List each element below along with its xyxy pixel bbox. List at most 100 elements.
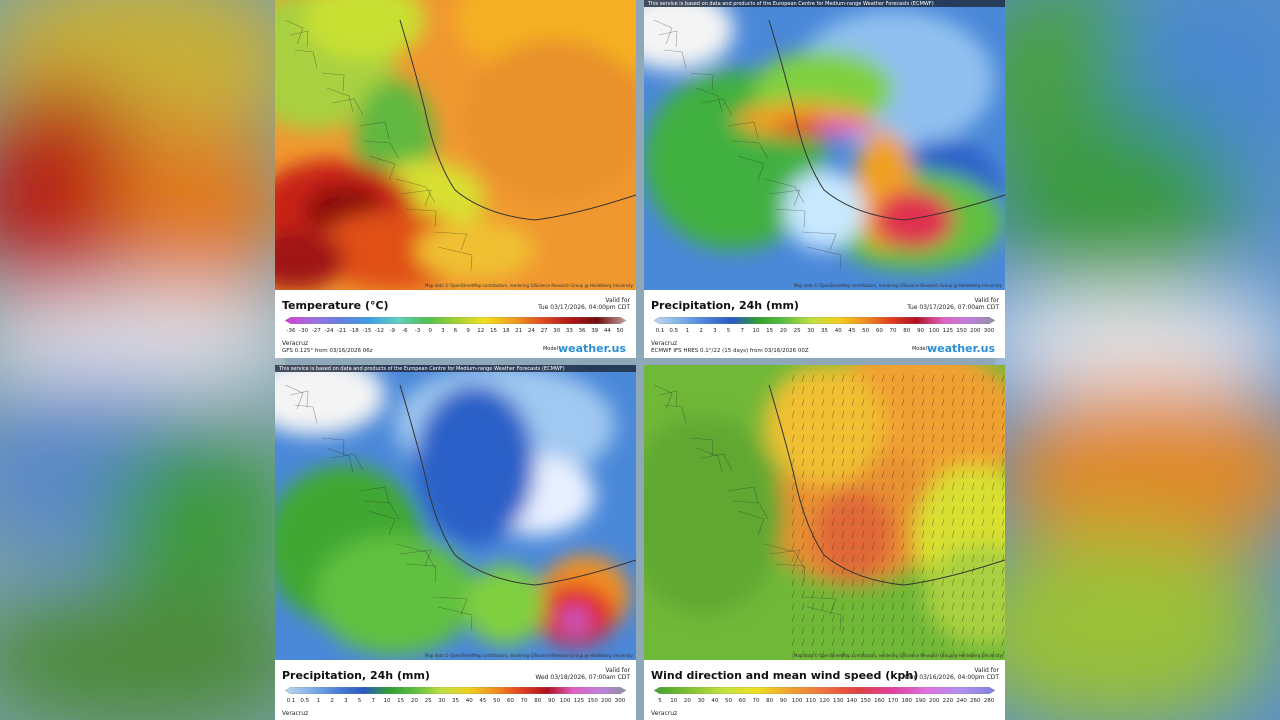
valid-time: Wed 03/18/2026, 07:00am CDT [535, 674, 630, 681]
scale-label: 300 [614, 698, 626, 704]
color-scale-bar [285, 317, 626, 324]
legend-footer: Precipitation, 24h (mm) Valid for Wed 03/1… [275, 660, 636, 720]
scale-label: 2 [699, 328, 703, 334]
valid-time: Tue 03/17/2026, 04:00pm CDT [538, 304, 630, 311]
blurred-background-left [0, 0, 285, 720]
scale-label: 20 [410, 698, 418, 704]
model-source: GFS 0.125° from 03/16/2026 06z [282, 348, 373, 354]
valid-label: Valid for [974, 297, 999, 304]
scale-label: 15 [397, 698, 405, 704]
scale-label: 45 [479, 698, 487, 704]
scale-label: 200 [970, 328, 981, 334]
brand-logo: weather.us [557, 342, 626, 355]
scale-label: -21 [337, 328, 347, 334]
map-attribution: Map data © OpenStreetMap contributors, r… [425, 653, 633, 658]
scale-label: 5 [726, 328, 731, 334]
scale-label: 70 [889, 328, 897, 334]
scale-label: 0.5 [300, 698, 310, 704]
scale-label: -36 [286, 328, 296, 334]
legend-footer: Temperature (°C) Valid for Tue 03/17/2026,… [275, 290, 636, 358]
map-attribution: Map data © OpenStreetMap contributors, r… [425, 283, 633, 288]
scale-label: 120 [819, 698, 830, 704]
scale-label: 0.1 [286, 698, 296, 704]
scale-label: 44 [603, 328, 611, 334]
legend-footer: Precipitation, 24h (mm) Valid for Tue 03/1… [644, 290, 1005, 358]
scale-label: -18 [349, 328, 359, 334]
location: Veracruz [282, 710, 309, 717]
scale-label: 50 [616, 328, 624, 334]
weather-map [644, 0, 1005, 290]
scale-label: 90 [547, 698, 555, 704]
weather-panel: This service is based on data and produc… [275, 365, 636, 720]
scale-label: 39 [591, 328, 599, 334]
blurred-background-right [995, 0, 1280, 720]
weather-map [275, 0, 636, 290]
scale-label: 200 [601, 698, 612, 704]
scale-label: 60 [506, 698, 514, 704]
scale-label: 90 [916, 328, 924, 334]
valid-label: Valid for [974, 667, 999, 674]
scale-label: 160 [874, 698, 885, 704]
scale-label: 30 [807, 328, 815, 334]
scale-label: 220 [942, 698, 954, 704]
scale-label: 15 [489, 328, 497, 334]
scale-label: 140 [846, 698, 858, 704]
scale-label: 45 [848, 328, 856, 334]
location: Veracruz [282, 340, 309, 347]
scale-label: 150 [587, 698, 598, 704]
scale-label: 7 [371, 698, 376, 704]
scale-label: 3 [441, 328, 445, 334]
scale-label: -15 [362, 328, 372, 334]
panel-title: Temperature (°C) [282, 299, 389, 312]
scale-label: 25 [424, 698, 432, 704]
scale-label: 10 [752, 328, 760, 334]
scale-label: -27 [311, 328, 321, 334]
scale-label: 150 [860, 698, 871, 704]
weather-map [644, 365, 1005, 660]
scale-label: 100 [791, 698, 803, 704]
scale-label: 70 [520, 698, 528, 704]
scale-label: 9 [466, 328, 470, 334]
scale-label: 25 [793, 328, 801, 334]
scale-label: 0.5 [669, 328, 679, 334]
scale-label: 20 [683, 698, 691, 704]
scale-label: 27 [540, 328, 548, 334]
scale-label: -24 [324, 328, 334, 334]
brand-logo: weather.us [926, 342, 995, 355]
scale-label: -30 [299, 328, 309, 334]
weather-panel: This service is based on data and produc… [644, 0, 1005, 358]
panel-title: Precipitation, 24h (mm) [282, 669, 430, 682]
scale-label: 21 [515, 328, 523, 334]
scale-label: 50 [862, 328, 870, 334]
location: Veracruz [651, 340, 678, 347]
scale-label: 40 [834, 328, 842, 334]
model-label: Model [542, 346, 558, 352]
scale-label: 80 [766, 698, 774, 704]
map-attribution: Map data © OpenStreetMap contributors, r… [794, 283, 1002, 288]
scale-label: 10 [670, 698, 678, 704]
scale-label: 260 [970, 698, 981, 704]
scale-label: 280 [983, 698, 995, 704]
color-scale-bar [285, 687, 626, 694]
scale-label: -3 [414, 328, 421, 334]
scale-label: 35 [821, 328, 828, 334]
scale-label: 100 [928, 328, 940, 334]
scale-label: 180 [901, 698, 913, 704]
scale-label: 240 [956, 698, 967, 704]
scale-label: 70 [752, 698, 760, 704]
scale-label: 110 [805, 698, 817, 704]
scale-label: 125 [573, 698, 585, 704]
scale-label: 170 [887, 698, 899, 704]
scale-label: -9 [389, 328, 395, 334]
valid-time: Tue 03/17/2026, 07:00am CDT [907, 304, 999, 311]
scale-label: 80 [903, 328, 911, 334]
valid-label: Valid for [605, 297, 630, 304]
valid-label: Valid for [605, 667, 630, 674]
scale-label: -12 [375, 328, 385, 334]
scale-label: 1 [685, 328, 690, 334]
scale-label: 190 [915, 698, 926, 704]
scale-label: 36 [578, 328, 586, 334]
scale-label: 18 [502, 328, 510, 334]
scale-label: 60 [738, 698, 746, 704]
